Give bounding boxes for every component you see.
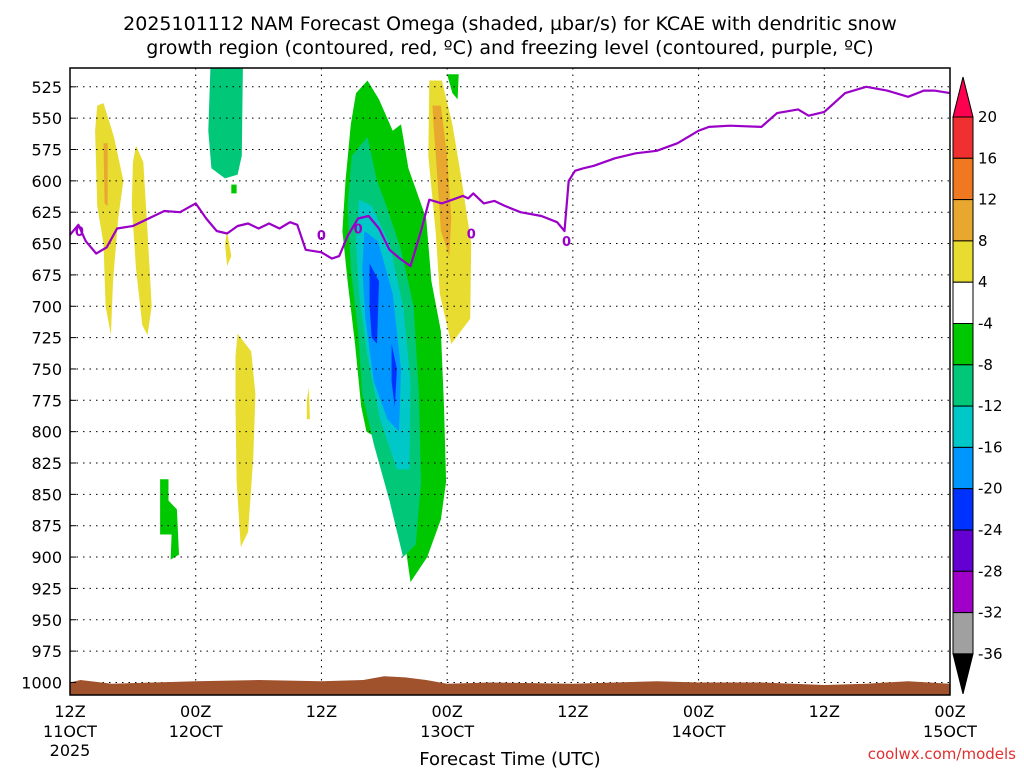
freezing-level-label: 0 — [317, 229, 326, 244]
freezing-level-label: 0 — [354, 223, 363, 238]
y-tick-label: 1000 — [21, 673, 62, 692]
colorbar: 20 16 12 8 4 -4 -8 -12 -16 -20 -24 -28 -32 -36 — [952, 76, 1003, 695]
grid-lines — [69, 68, 951, 695]
omega-region-17 — [231, 184, 237, 194]
colorbar-segment — [952, 116, 974, 159]
terrain-layer — [70, 676, 950, 695]
omega-region-11 — [208, 68, 243, 179]
y-tick-label: 775 — [31, 391, 62, 410]
colorbar-label: 20 — [978, 108, 997, 126]
x-tick-time-label: 00Z — [431, 702, 462, 721]
x-tick-date-label: 12OCT — [169, 722, 223, 741]
colorbar-bottom-arrow — [952, 653, 974, 695]
y-tick-label: 625 — [31, 203, 62, 222]
y-tick-label: 725 — [31, 329, 62, 348]
omega-region-2 — [225, 231, 232, 267]
colorbar-segment — [952, 157, 974, 201]
credit-text: coolwx.com/models — [868, 745, 1016, 763]
x-tick-time-label: 00Z — [934, 702, 965, 721]
freezing-level-line — [69, 85, 951, 268]
y-tick-label: 825 — [31, 454, 62, 473]
y-tick-label: 875 — [31, 517, 62, 536]
colorbar-segment — [952, 488, 974, 531]
colorbar-label: -16 — [978, 438, 1003, 456]
y-tick-label: 800 — [31, 423, 62, 442]
colorbar-label: -28 — [978, 562, 1003, 580]
y-tick-label: 525 — [31, 78, 62, 97]
y-tick-label: 700 — [31, 297, 62, 316]
colorbar-segment — [952, 281, 974, 325]
colorbar-segment — [952, 570, 974, 614]
y-tick-label: 900 — [31, 548, 62, 567]
y-tick-label: 550 — [31, 109, 62, 128]
freezing-level-label: 0 — [467, 228, 476, 243]
freezing-level-label: 0 — [562, 235, 571, 250]
y-axis-ticks: 525 550 575 600 625 650 675 700 725 750 775 800 825 8… — [21, 78, 76, 692]
x-tick-time-label: 12Z — [809, 702, 840, 721]
x-tick-year-label: 2025 — [50, 741, 91, 760]
colorbar-segment — [952, 446, 974, 490]
chart-title-line-1: 2025101112 NAM Forecast Omega (shaded, µ… — [123, 13, 897, 35]
terrain-fill — [70, 676, 950, 695]
omega-region-3 — [235, 333, 256, 547]
omega-region-1 — [131, 145, 152, 336]
colorbar-label: 16 — [978, 149, 997, 167]
x-tick-date-label: 14OCT — [672, 722, 726, 741]
chart-title-line-2: growth region (contoured, red, ºC) and f… — [146, 37, 873, 59]
x-tick-date-label: 11OCT — [43, 722, 97, 741]
colorbar-label: -20 — [978, 480, 1003, 498]
x-tick-time-label: 12Z — [54, 702, 85, 721]
y-tick-label: 575 — [31, 141, 62, 160]
x-tick-time-label: 00Z — [180, 702, 211, 721]
y-tick-label: 950 — [31, 611, 62, 630]
plot-frame — [69, 67, 951, 696]
colorbar-top-arrow — [952, 76, 974, 118]
omega-region-15 — [369, 263, 379, 344]
omega-region-7 — [103, 143, 108, 206]
x-axis-label: Forecast Time (UTC) — [419, 749, 600, 768]
y-tick-label: 650 — [31, 235, 62, 254]
x-tick-time-label: 00Z — [683, 702, 714, 721]
colorbar-segment — [952, 323, 974, 366]
x-tick-time-label: 12Z — [557, 702, 588, 721]
colorbar-label: -8 — [978, 356, 993, 374]
y-tick-label: 675 — [31, 266, 62, 285]
omega-region-16 — [391, 343, 397, 407]
colorbar-label: -36 — [978, 645, 1003, 663]
colorbar-segment — [952, 199, 974, 242]
y-tick-label: 750 — [31, 360, 62, 379]
colorbar-segment — [952, 240, 974, 283]
colorbar-label: 4 — [978, 273, 988, 291]
omega-shading-layer — [95, 68, 472, 583]
colorbar-label: 12 — [978, 191, 997, 209]
omega-region-10 — [160, 479, 179, 560]
x-tick-date-label: 15OCT — [923, 722, 977, 741]
y-tick-label: 850 — [31, 485, 62, 504]
colorbar-label: -32 — [978, 604, 1003, 622]
y-tick-label: 925 — [31, 579, 62, 598]
colorbar-segment — [952, 612, 974, 655]
colorbar-segment — [952, 364, 974, 407]
freezing-level-label: 0 — [75, 225, 84, 240]
omega-region-4 — [306, 387, 310, 420]
colorbar-segment — [952, 529, 974, 572]
colorbar-label: -4 — [978, 315, 993, 333]
x-tick-time-label: 12Z — [306, 702, 337, 721]
y-tick-label: 975 — [31, 642, 62, 661]
colorbar-segment — [952, 405, 974, 448]
colorbar-label: 8 — [978, 232, 988, 250]
freezing-level-layer: 0 0 0 0 0 — [69, 85, 951, 268]
omega-region-0 — [95, 103, 124, 336]
omega-region-9 — [447, 74, 459, 100]
colorbar-label: -12 — [978, 397, 1003, 415]
y-tick-label: 600 — [31, 172, 62, 191]
x-tick-date-label: 13OCT — [420, 722, 474, 741]
colorbar-label: -24 — [978, 521, 1003, 539]
